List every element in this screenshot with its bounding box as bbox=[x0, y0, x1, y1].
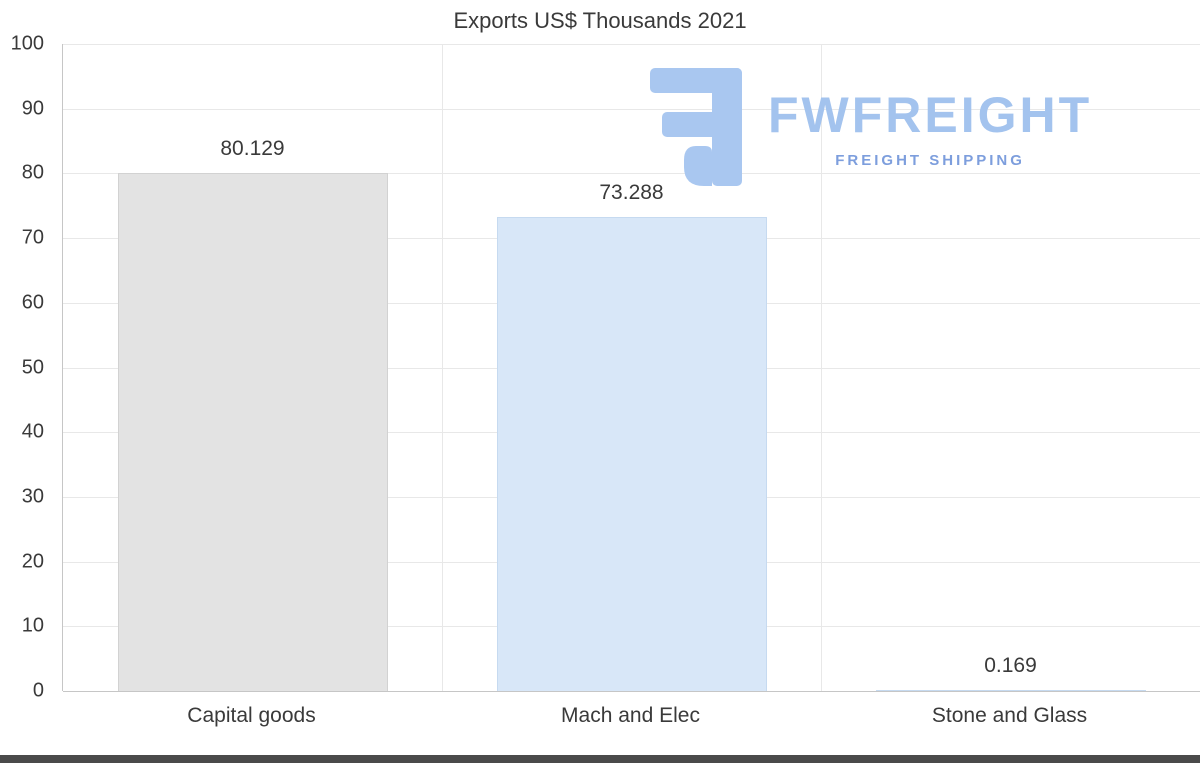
bar-stone-and-glass bbox=[875, 689, 1146, 691]
gridline-0 bbox=[63, 691, 1200, 692]
brand-tagline: FREIGHT SHIPPING bbox=[835, 152, 1025, 169]
brand-logo: FWFREIGHT FREIGHT SHIPPING bbox=[648, 68, 1092, 186]
y-axis: 0 10 20 30 40 50 60 70 80 90 100 bbox=[0, 33, 56, 702]
bar-mach-and-elec bbox=[496, 216, 767, 691]
value-label-capital-goods: 80.129 bbox=[220, 136, 285, 160]
y-tick-label-10: 10 bbox=[21, 614, 44, 637]
category-separator bbox=[442, 44, 443, 691]
y-tick-label-20: 20 bbox=[21, 550, 44, 573]
value-label-stone-and-glass: 0.169 bbox=[984, 653, 1037, 677]
brand-text-block: FWFREIGHT FREIGHT SHIPPING bbox=[768, 68, 1092, 169]
y-tick-label-70: 70 bbox=[21, 226, 44, 249]
brand-name: FWFREIGHT bbox=[768, 87, 1093, 143]
gridline-100 bbox=[63, 44, 1200, 45]
category-separator bbox=[821, 44, 822, 691]
y-tick-label-80: 80 bbox=[21, 161, 44, 184]
bottom-strip bbox=[0, 755, 1200, 763]
bar-capital-goods bbox=[117, 172, 388, 691]
x-axis: Capital goods Mach and Elec Stone and Glas… bbox=[62, 704, 1200, 738]
y-tick-label-100: 100 bbox=[10, 32, 44, 55]
y-tick-label-0: 0 bbox=[32, 679, 44, 702]
y-tick-label-30: 30 bbox=[21, 485, 44, 508]
x-axis-label-capital-goods: Capital goods bbox=[187, 704, 316, 727]
plot-area: 80.129 73.288 0.169 bbox=[62, 44, 1200, 692]
chart-title: Exports US$ Thousands 2021 bbox=[453, 8, 747, 33]
x-axis-label-stone-and-glass: Stone and Glass bbox=[931, 704, 1088, 727]
gridline-90 bbox=[63, 108, 1200, 110]
fwfreight-f-mark-icon bbox=[648, 68, 748, 186]
y-tick-label-40: 40 bbox=[21, 420, 44, 443]
gridline-80 bbox=[63, 173, 1200, 175]
x-axis-label-mach-and-elec: Mach and Elec bbox=[561, 704, 700, 727]
y-tick-label-50: 50 bbox=[21, 356, 44, 378]
value-label-mach-and-elec: 73.288 bbox=[599, 180, 664, 204]
y-tick-label-60: 60 bbox=[21, 291, 44, 314]
y-tick-label-90: 90 bbox=[21, 97, 44, 120]
